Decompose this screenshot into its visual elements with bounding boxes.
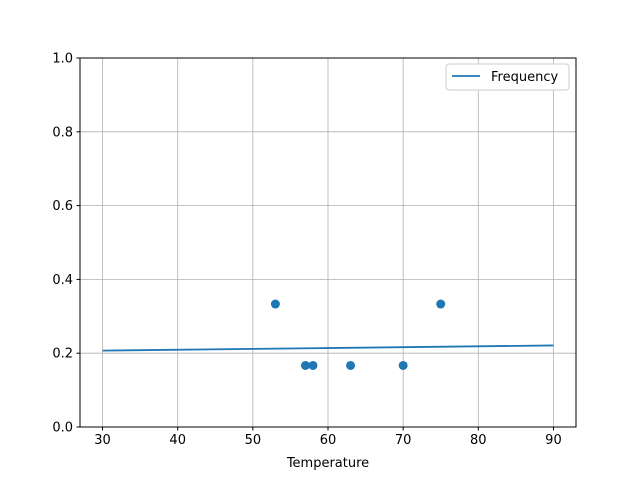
scatter-point <box>270 299 280 309</box>
grid <box>80 57 576 428</box>
scatter-point <box>346 360 356 370</box>
x-tick-label: 70 <box>395 433 412 448</box>
x-tick-label: 30 <box>94 433 111 448</box>
y-tick-label: 0.4 <box>52 273 73 288</box>
x-tick-label: 80 <box>470 433 487 448</box>
y-tick-label: 0.0 <box>52 421 73 436</box>
y-tick-label: 0.2 <box>52 347 73 362</box>
legend-label: Frequency <box>491 70 558 85</box>
y-tick-label: 0.6 <box>52 199 73 214</box>
x-tick-label: 50 <box>245 433 262 448</box>
x-tick-label: 90 <box>545 433 562 448</box>
scatter-point <box>398 360 408 370</box>
frequency-line <box>102 344 554 352</box>
y-tick-label: 0.8 <box>52 125 73 140</box>
legend-box <box>445 63 570 91</box>
y-tick-label: 1.0 <box>52 52 73 67</box>
axes-frame <box>79 57 577 428</box>
ticks: 30 40 50 60 70 80 90 0.0 0.2 0.4 0.6 0.8 1.0 <box>52 52 561 449</box>
marks <box>102 299 554 370</box>
x-tick-label: 40 <box>169 433 186 448</box>
x-axis-label: Temperature <box>286 456 369 471</box>
legend: Frequency <box>445 63 570 91</box>
scatter-point <box>436 299 446 309</box>
scatter-point <box>300 360 310 370</box>
x-tick-label: 60 <box>320 433 337 448</box>
scatter-point <box>308 360 318 370</box>
